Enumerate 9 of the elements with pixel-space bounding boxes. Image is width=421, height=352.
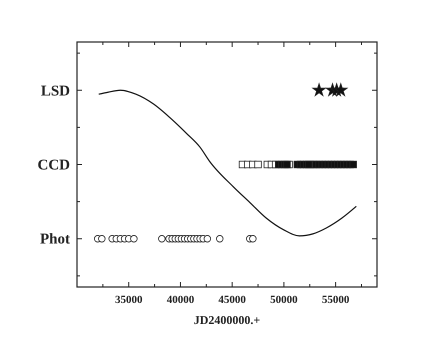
x-tick-label: 40000 <box>166 294 195 306</box>
x-tick-label: 35000 <box>114 294 143 306</box>
y-tick-label: Phot <box>40 232 70 248</box>
x-tick-label: 45000 <box>218 294 246 306</box>
x-axis-title: JD2400000.+ <box>194 313 260 327</box>
y-tick-label: CCD <box>38 158 70 174</box>
x-tick-label: 55000 <box>322 294 350 306</box>
x-tick-label: 50000 <box>270 294 298 306</box>
y-tick-label: LSD <box>40 83 70 100</box>
